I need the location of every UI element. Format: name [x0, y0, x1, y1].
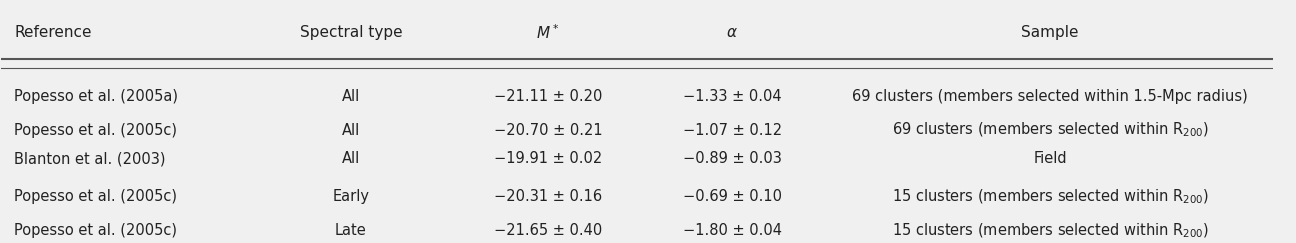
Text: 15 clusters (members selected within R$_{200}$): 15 clusters (members selected within R$_… [892, 188, 1209, 206]
Text: −0.69 ± 0.10: −0.69 ± 0.10 [683, 190, 781, 204]
Text: −1.07 ± 0.12: −1.07 ± 0.12 [683, 123, 781, 138]
Text: Sample: Sample [1021, 25, 1078, 40]
Text: −19.91 ± 0.02: −19.91 ± 0.02 [494, 151, 603, 166]
Text: All: All [342, 151, 360, 166]
Text: 15 clusters (members selected within R$_{200}$): 15 clusters (members selected within R$_… [892, 221, 1209, 240]
Text: Early: Early [333, 190, 369, 204]
Text: 69 clusters (members selected within 1.5-Mpc radius): 69 clusters (members selected within 1.5… [853, 89, 1248, 104]
Text: Popesso et al. (2005c): Popesso et al. (2005c) [14, 190, 178, 204]
Text: −1.80 ± 0.04: −1.80 ± 0.04 [683, 223, 781, 238]
Text: All: All [342, 123, 360, 138]
Text: Popesso et al. (2005c): Popesso et al. (2005c) [14, 223, 178, 238]
Text: −21.11 ± 0.20: −21.11 ± 0.20 [494, 89, 603, 104]
Text: All: All [342, 89, 360, 104]
Text: Late: Late [336, 223, 367, 238]
Text: Popesso et al. (2005a): Popesso et al. (2005a) [14, 89, 178, 104]
Text: Popesso et al. (2005c): Popesso et al. (2005c) [14, 123, 178, 138]
Text: −1.33 ± 0.04: −1.33 ± 0.04 [683, 89, 781, 104]
Text: Spectral type: Spectral type [299, 25, 402, 40]
Text: $M^*$: $M^*$ [537, 23, 560, 42]
Text: −0.89 ± 0.03: −0.89 ± 0.03 [683, 151, 781, 166]
Text: Blanton et al. (2003): Blanton et al. (2003) [14, 151, 166, 166]
Text: Field: Field [1033, 151, 1067, 166]
Text: −20.31 ± 0.16: −20.31 ± 0.16 [494, 190, 603, 204]
Text: Reference: Reference [14, 25, 92, 40]
Text: −20.70 ± 0.21: −20.70 ± 0.21 [494, 123, 603, 138]
Text: $\alpha$: $\alpha$ [726, 25, 739, 40]
Text: −21.65 ± 0.40: −21.65 ± 0.40 [494, 223, 603, 238]
Text: 69 clusters (members selected within R$_{200}$): 69 clusters (members selected within R$_… [892, 121, 1209, 139]
